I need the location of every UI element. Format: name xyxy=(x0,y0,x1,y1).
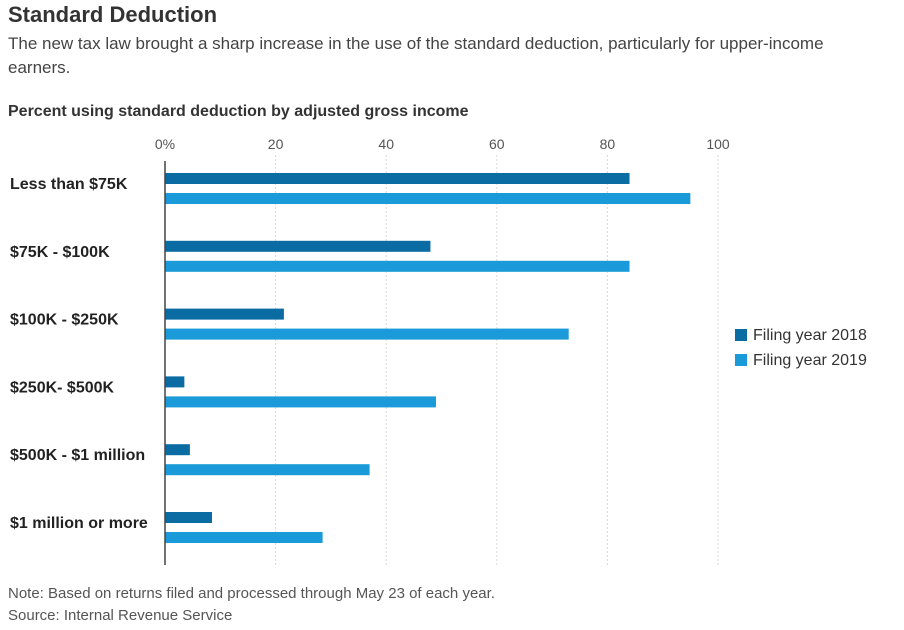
bar-2019 xyxy=(165,532,323,543)
x-tick-label: 60 xyxy=(489,136,505,152)
bar-2019 xyxy=(165,193,691,204)
x-tick-label: 80 xyxy=(600,136,616,152)
bar-2018 xyxy=(165,308,284,320)
bar-2019 xyxy=(165,396,436,408)
x-tick-label: 40 xyxy=(378,136,394,152)
x-tick-label: 100 xyxy=(706,136,730,152)
bar-2018 xyxy=(165,444,190,456)
bar-2018 xyxy=(165,376,185,388)
category-label: $100K - $250K xyxy=(10,312,119,329)
x-tick-label: 0% xyxy=(155,136,175,152)
legend-swatch xyxy=(735,329,747,341)
bar-2019 xyxy=(165,260,630,272)
category-label: $500K - $1 million xyxy=(10,447,145,464)
category-label: $250K- $500K xyxy=(10,379,115,396)
bar-2018 xyxy=(165,240,431,252)
note-text: Note: Based on returns filed and process… xyxy=(8,585,495,602)
bar-2019 xyxy=(165,328,569,340)
chart-heading: Percent using standard deduction by adju… xyxy=(8,103,469,120)
bar-2019 xyxy=(165,464,370,476)
bar-chart: 0% 20 40 60 80 100 Less than $75K $75K - $100K $… xyxy=(10,136,867,565)
chart-subtitle: The new tax law brought a sharp increase… xyxy=(8,34,824,77)
source-text: Source: Internal Revenue Service xyxy=(8,607,233,624)
chart-title: Standard Deduction xyxy=(8,2,218,27)
legend-label: Filing year 2018 xyxy=(753,327,867,344)
category-label: $75K - $100K xyxy=(10,244,110,261)
footnote: Note: Based on returns filed and process… xyxy=(8,583,495,627)
legend-swatch xyxy=(735,354,747,366)
category-label: $1 million or more xyxy=(10,515,148,532)
bar-2018 xyxy=(165,512,213,523)
legend-label: Filing year 2019 xyxy=(753,352,867,369)
bar-2018 xyxy=(165,173,630,184)
category-label: Less than $75K xyxy=(10,176,128,193)
x-tick-label: 20 xyxy=(268,136,284,152)
